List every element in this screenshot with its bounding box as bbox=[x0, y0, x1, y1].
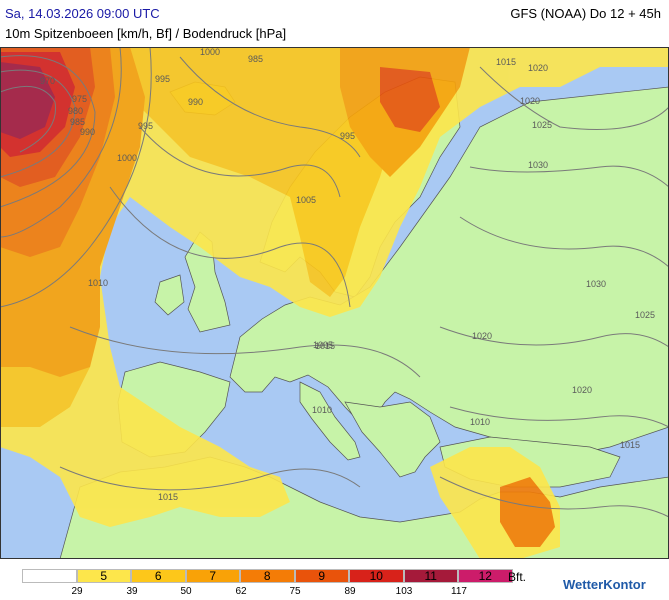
brand-logo[interactable]: WetterKontor bbox=[563, 577, 646, 592]
legend-cell-bf5: 5 bbox=[76, 569, 131, 583]
isobar bbox=[0, 55, 96, 208]
legend-cell-bf12: 12 bbox=[458, 569, 513, 583]
isobar bbox=[469, 165, 669, 188]
legend-cell-bf7: 7 bbox=[185, 569, 240, 583]
isobar bbox=[0, 69, 76, 178]
isobar-label: 1030 bbox=[528, 160, 548, 170]
isobar-label: 1030 bbox=[586, 279, 606, 289]
isobar bbox=[0, 47, 152, 308]
legend-kmh-value: 39 bbox=[126, 586, 138, 597]
isobar-label: 1000 bbox=[200, 47, 220, 57]
land-balkans bbox=[344, 401, 441, 478]
gust-bf11 bbox=[0, 62, 55, 139]
isobar-label: 1020 bbox=[520, 96, 540, 106]
isobar bbox=[109, 186, 351, 308]
gust-bf9-north bbox=[380, 67, 440, 132]
isobar-label: 1020 bbox=[528, 63, 548, 73]
isobar-label: 1010 bbox=[470, 417, 490, 427]
legend-kmh-value: 117 bbox=[451, 586, 467, 597]
land-ireland bbox=[154, 274, 185, 316]
isobar-label: 995 bbox=[340, 131, 355, 141]
isobars bbox=[0, 47, 669, 518]
isobar-label: 970 bbox=[40, 76, 55, 86]
isobar-label: 1025 bbox=[635, 310, 655, 320]
isobar-labels: 970 975 980 985 990 995 1000 995 990 985… bbox=[40, 47, 655, 502]
isobar bbox=[69, 326, 421, 378]
isobar-label: 1025 bbox=[532, 120, 552, 130]
isobar-label: 975 bbox=[72, 94, 87, 104]
isobar-label: 990 bbox=[80, 127, 95, 137]
legend-cell-bf11: 11 bbox=[403, 569, 458, 583]
isobar-label: 985 bbox=[248, 54, 263, 64]
gust-bf8-south bbox=[500, 477, 555, 547]
isobar bbox=[459, 216, 669, 268]
isobar bbox=[0, 85, 57, 153]
isobar bbox=[449, 406, 669, 428]
legend-kmh-value: 29 bbox=[71, 586, 83, 597]
legend-kmh-value: 103 bbox=[395, 586, 413, 597]
legend-cell-bf10: 10 bbox=[349, 569, 404, 583]
isobar bbox=[0, 47, 122, 238]
isobar-label: 1010 bbox=[312, 405, 332, 415]
isobar-label: 1020 bbox=[572, 385, 592, 395]
isobar bbox=[439, 326, 669, 348]
isobar-label: 1015 bbox=[315, 341, 335, 351]
legend-kmh-value: 50 bbox=[180, 586, 192, 597]
isobar-label: 1015 bbox=[496, 57, 516, 67]
forecast-date: Sa, 14.03.2026 09:00 UTC bbox=[5, 6, 160, 21]
isobar-label: 1020 bbox=[472, 331, 492, 341]
isobar-label: 995 bbox=[138, 121, 153, 131]
legend-cell-bf6: 6 bbox=[131, 569, 186, 583]
isobar-label: 995 bbox=[155, 74, 170, 84]
parameter-title: 10m Spitzenboeen [km/h, Bf] / Bodendruck… bbox=[5, 26, 287, 41]
isobar bbox=[59, 466, 361, 491]
isobar-label: 1000 bbox=[117, 153, 137, 163]
model-run: GFS (NOAA) Do 12 + 45h bbox=[510, 6, 661, 21]
isobar-label: 1010 bbox=[88, 278, 108, 288]
isobar bbox=[479, 66, 669, 130]
isobar bbox=[179, 56, 361, 158]
isobar-label: 1015 bbox=[158, 492, 178, 502]
legend-cell-calm bbox=[22, 569, 77, 583]
isobar-label: 1005 bbox=[313, 340, 333, 350]
legend-scale: 5 6 7 8 9 10 11 12 bbox=[22, 569, 513, 583]
legend-kmh-value: 89 bbox=[344, 586, 356, 597]
isobar-label: 1005 bbox=[296, 195, 316, 205]
legend-cell-bf8: 8 bbox=[240, 569, 295, 583]
legend-cell-bf9: 9 bbox=[294, 569, 349, 583]
legend-unit: Bft. bbox=[508, 570, 527, 584]
legend-kmh-value: 75 bbox=[289, 586, 301, 597]
legend-kmh-value: 62 bbox=[235, 586, 247, 597]
wind-gust-map: 970 975 980 985 990 995 1000 995 990 985… bbox=[0, 47, 669, 559]
land-italy bbox=[299, 381, 361, 461]
wind-gust-shading bbox=[0, 47, 669, 559]
isobar-label: 980 bbox=[68, 106, 83, 116]
isobar-label: 1015 bbox=[620, 440, 640, 450]
isobar bbox=[439, 476, 669, 518]
isobar bbox=[139, 126, 341, 198]
isobar-label: 985 bbox=[70, 117, 85, 127]
isobar-label: 990 bbox=[188, 97, 203, 107]
